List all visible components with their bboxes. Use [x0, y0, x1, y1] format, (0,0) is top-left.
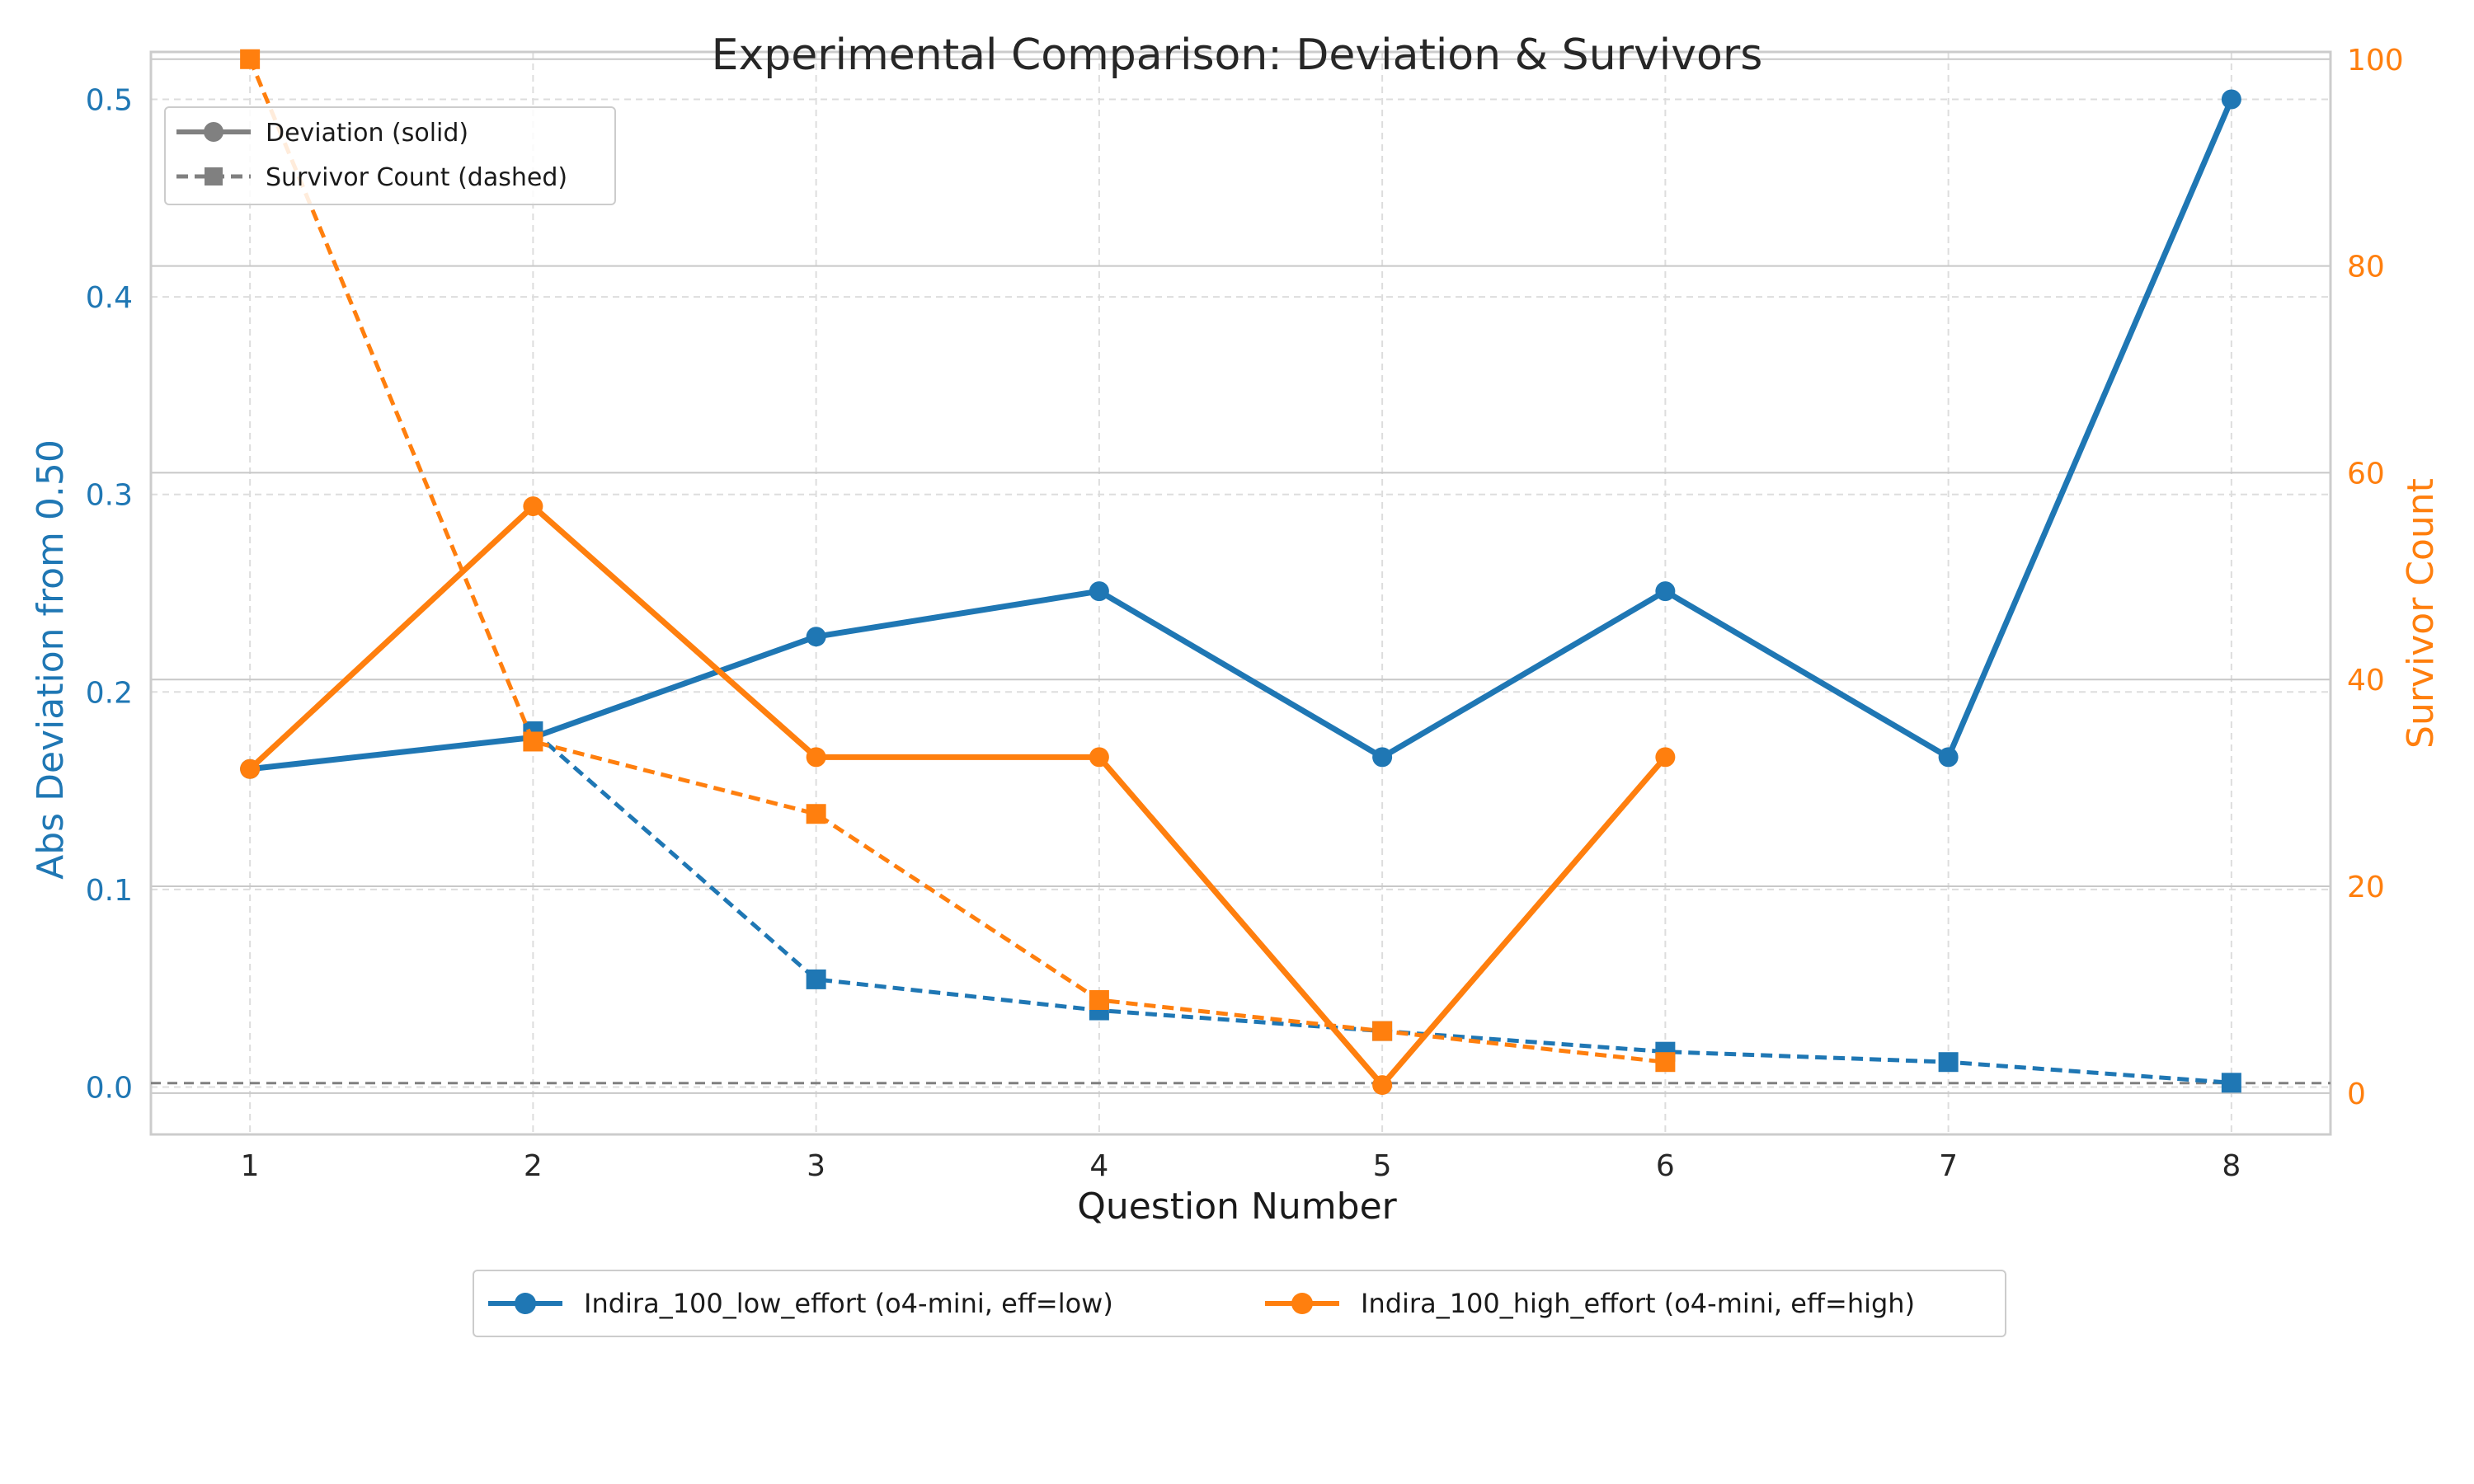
- deviation-point: [806, 747, 826, 768]
- survivor-point: [240, 49, 261, 69]
- style-legend-deviation-label: Deviation (solid): [266, 119, 468, 148]
- deviation-point: [1655, 581, 1676, 602]
- legend-low-effort-marker: [515, 1293, 536, 1314]
- y-right-tick-label: 20: [2347, 871, 2385, 904]
- style-legend-square-marker: [205, 167, 223, 186]
- x-axis-label: Question Number: [1077, 1186, 1397, 1228]
- style-legend-circle-marker: [204, 122, 223, 142]
- deviation-point: [1372, 1075, 1393, 1096]
- x-tick-label: 8: [2222, 1149, 2241, 1183]
- y-left-tick-label: 0.3: [86, 479, 133, 513]
- deviation-line-series-0: [249, 98, 2235, 773]
- survivor-line-series-1: [247, 58, 1666, 1064]
- series-layer: [151, 49, 2331, 1096]
- legend-low-effort-label: Indira_100_low_effort (o4-mini, eff=low): [584, 1288, 1113, 1319]
- x-tick-label: 5: [1373, 1149, 1392, 1183]
- deviation-point: [1938, 747, 1959, 768]
- deviation-point: [1372, 747, 1393, 768]
- y-axis-right-label: Survivor Count: [2400, 478, 2442, 749]
- deviation-point: [806, 627, 826, 647]
- x-tick-label: 4: [1089, 1149, 1108, 1183]
- deviation-point: [2221, 89, 2241, 110]
- plot-area-border: [149, 50, 2332, 1136]
- deviation-line-series-1: [247, 503, 1668, 1088]
- survivor-point: [1089, 989, 1109, 1010]
- y-right-tick-label: 80: [2347, 251, 2385, 284]
- y-right-tick-label: 40: [2347, 664, 2385, 697]
- survivor-point: [806, 804, 826, 824]
- deviation-point: [240, 758, 261, 779]
- series-legend-box: [473, 1270, 2006, 1337]
- survivor-point: [1372, 1021, 1393, 1041]
- chart-title: Experimental Comparison: Deviation & Sur…: [712, 31, 1763, 80]
- survivor-point: [1938, 1052, 1959, 1073]
- deviation-point: [1655, 747, 1676, 768]
- legend-high-effort-marker: [1291, 1293, 1313, 1314]
- legend-high-effort-label: Indira_100_high_effort (o4-mini, eff=hig…: [1361, 1288, 1915, 1319]
- y-left-tick-label: 0.1: [86, 874, 133, 908]
- y-left-tick-label: 0.4: [86, 281, 133, 315]
- style-legend: Deviation (solid) Survivor Count (dashed…: [164, 106, 616, 205]
- style-legend-box: [164, 106, 616, 205]
- ticks: 1 2 3 4 5 6 7 8 0.0 0.1 0.2 0.3 0.4 0.5 0 20 40 60 80 100: [86, 44, 2404, 1183]
- x-tick-label: 1: [241, 1149, 260, 1183]
- y-right-tick-label: 100: [2347, 44, 2404, 77]
- y-axis-left-label: Abs Deviation from 0.50: [30, 439, 72, 880]
- series-legend: Indira_100_low_effort (o4-mini, eff=low)…: [473, 1270, 2006, 1337]
- y-right-tick-label: 0: [2347, 1078, 2366, 1111]
- y-left-tick-label: 0.5: [86, 84, 133, 118]
- survivor-point: [1655, 1052, 1676, 1073]
- deviation-point: [523, 496, 543, 517]
- y-right-tick-label: 60: [2347, 457, 2385, 491]
- plot-frame: [149, 50, 2332, 1136]
- survivor-point: [2221, 1073, 2241, 1093]
- x-tick-label: 2: [524, 1149, 543, 1183]
- style-legend-survivor-label: Survivor Count (dashed): [266, 163, 567, 192]
- x-tick-label: 6: [1656, 1149, 1675, 1183]
- survivor-point: [806, 969, 826, 989]
- deviation-point: [1089, 747, 1109, 768]
- y-left-tick-label: 0.2: [86, 676, 133, 710]
- y-left-tick-label: 0.0: [86, 1071, 133, 1105]
- deviation-point: [1089, 581, 1109, 602]
- grid: [151, 52, 2331, 1134]
- survivor-point: [523, 731, 543, 752]
- x-tick-label: 7: [1939, 1149, 1958, 1183]
- x-tick-label: 3: [807, 1149, 825, 1183]
